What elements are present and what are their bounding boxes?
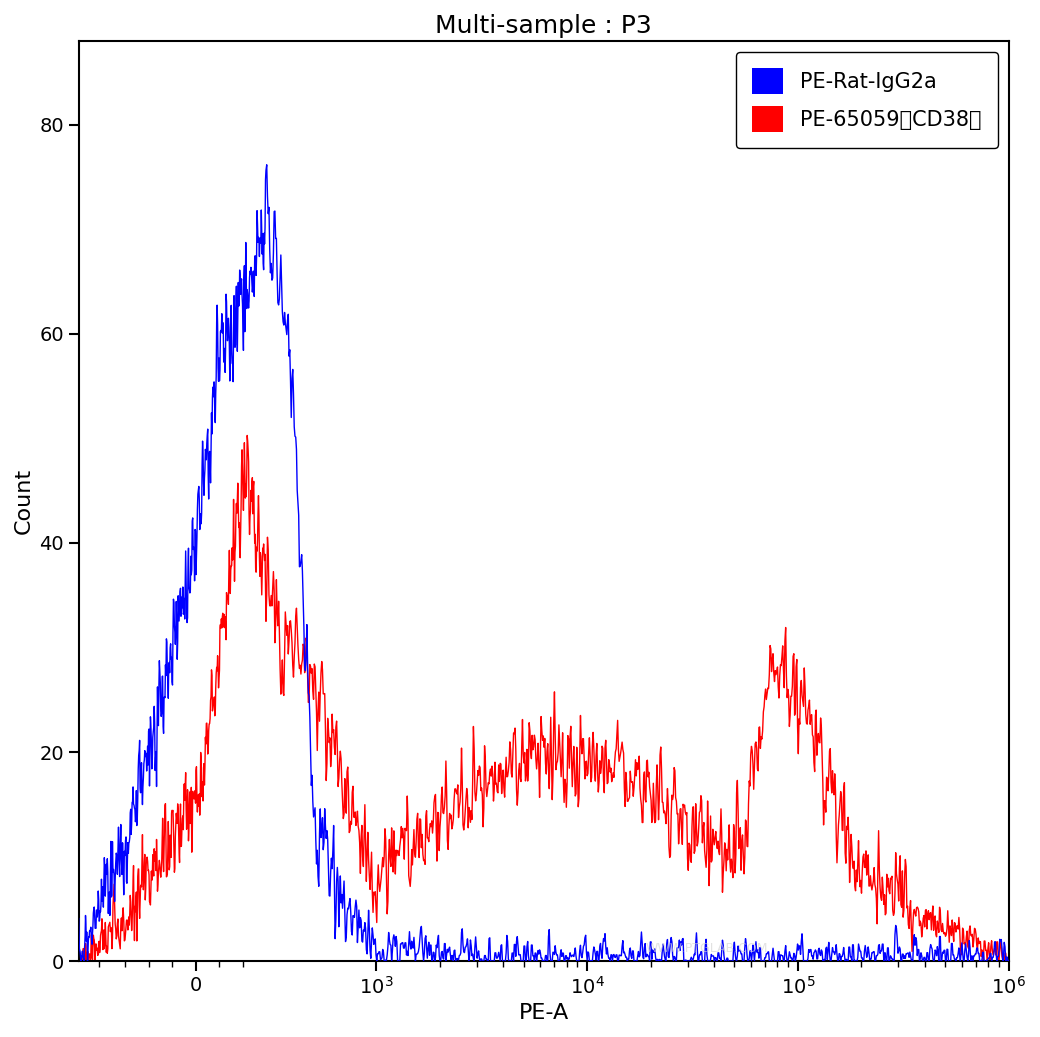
Title: Multi-sample : P3: Multi-sample : P3 <box>436 13 652 38</box>
Text: WWW.PTGLAB.COM: WWW.PTGLAB.COM <box>646 943 769 955</box>
Y-axis label: Count: Count <box>14 468 34 534</box>
Legend: PE-Rat-IgG2a, PE-65059（CD38）: PE-Rat-IgG2a, PE-65059（CD38） <box>735 52 998 148</box>
X-axis label: PE-A: PE-A <box>519 1003 569 1024</box>
